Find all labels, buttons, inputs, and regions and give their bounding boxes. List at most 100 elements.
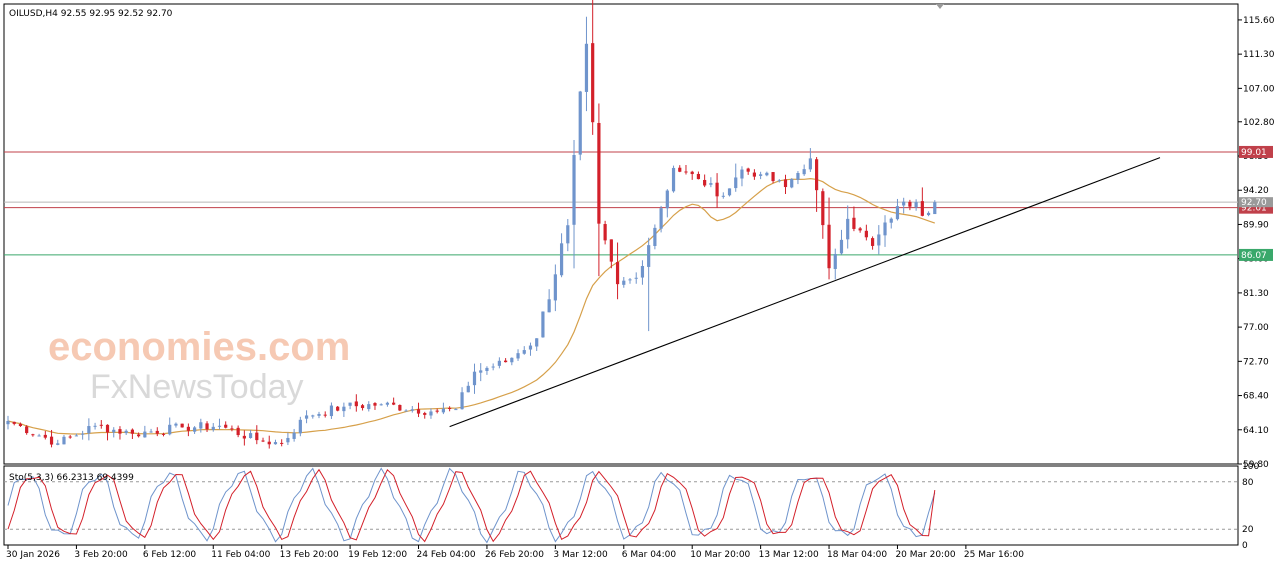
watermark-economies: economies.com: [48, 325, 350, 369]
chart-shift-marker[interactable]: [936, 4, 944, 9]
candle-body: [37, 435, 41, 437]
candle-body: [752, 172, 756, 177]
price-level-label: 86.07: [1241, 251, 1267, 261]
candle-body: [348, 402, 352, 406]
candle-body: [609, 239, 613, 262]
candle-body: [304, 415, 309, 419]
candle-body: [870, 238, 875, 246]
candle-body: [248, 433, 253, 439]
candle-body: [553, 274, 557, 301]
candle-body: [727, 188, 732, 196]
candle-body: [839, 239, 844, 254]
y-tick-label: 72.70: [1243, 357, 1269, 367]
candle-body: [25, 426, 29, 434]
candle-body: [267, 441, 271, 445]
candle-body: [815, 159, 819, 191]
candle-body: [354, 401, 358, 407]
stochastic-panel-frame: [3, 465, 1239, 546]
candle-body: [416, 409, 421, 414]
x-tick-label: 20 Mar 20:00: [895, 550, 955, 560]
candle-body: [759, 174, 763, 176]
candle-body: [790, 179, 794, 188]
candle-body: [516, 353, 520, 359]
x-tick-label: 6 Mar 04:00: [622, 550, 677, 560]
candle-body: [653, 227, 657, 246]
candle-body: [796, 173, 800, 180]
candle-body: [715, 182, 719, 197]
candle-body: [908, 201, 912, 207]
candle-body: [242, 435, 246, 439]
candle-body: [31, 434, 35, 436]
candle-body: [858, 228, 862, 231]
candle-body: [647, 245, 651, 267]
candle-body: [827, 224, 831, 269]
trendline: [449, 157, 1161, 428]
candle-body: [18, 423, 23, 427]
candle-body: [497, 360, 501, 366]
candle-body: [678, 167, 682, 172]
candle-body: [771, 172, 775, 182]
candle-body: [504, 360, 508, 363]
candle-body: [49, 436, 54, 445]
candle-body: [510, 357, 514, 363]
candle-body: [466, 385, 470, 393]
stochastic-signal-line: [7, 468, 936, 543]
candle-body: [895, 206, 900, 220]
candle-body: [255, 432, 259, 441]
candle-body: [87, 426, 91, 434]
candle-body: [317, 413, 321, 416]
candle-body: [360, 405, 365, 409]
candle-body: [703, 179, 707, 186]
candle-body: [298, 419, 302, 434]
candle-body: [578, 91, 582, 155]
candle-body: [329, 405, 334, 417]
candle-body: [889, 218, 893, 223]
candle-body: [671, 167, 676, 192]
candle-body: [877, 234, 881, 246]
price-level-tag: [1239, 248, 1273, 261]
price-level-label: 92.01: [1241, 204, 1267, 214]
current-price-tag: [1239, 197, 1273, 208]
stochastic-tick-label: 80: [1242, 478, 1254, 488]
candlestick-series: [6, 0, 937, 449]
candle-body: [286, 437, 290, 443]
candle-body: [684, 171, 688, 173]
candle-body: [603, 224, 607, 241]
y-tick-label: 81.30: [1243, 289, 1269, 299]
candle-body: [62, 436, 66, 445]
candle-body: [883, 222, 887, 236]
x-tick-label: 10 Mar 20:00: [690, 550, 750, 560]
candle-body: [105, 424, 110, 433]
stochastic-info: Sto(5,3,3) 66.2313 69.4399: [9, 473, 134, 483]
candle-body: [99, 424, 103, 426]
candle-body: [559, 243, 564, 276]
x-tick-label: 3 Mar 12:00: [553, 550, 608, 560]
candle-body: [622, 280, 626, 285]
candle-body: [280, 442, 284, 444]
candle-body: [56, 443, 60, 445]
stochastic-tick-label: 0: [1242, 541, 1248, 551]
candle-body: [615, 262, 620, 285]
stochastic-main-line: [7, 467, 936, 544]
candle-body: [846, 218, 850, 240]
x-tick-label: 6 Feb 12:00: [143, 550, 197, 560]
x-tick-label: 11 Feb 04:00: [211, 550, 270, 560]
candle-body: [385, 402, 390, 405]
candle-body: [472, 371, 477, 386]
price-level-label: 99.01: [1241, 148, 1267, 158]
candle-body: [193, 427, 197, 432]
candle-body: [852, 217, 856, 229]
candle-body: [491, 366, 495, 368]
candle-body: [93, 425, 97, 427]
candle-body: [460, 392, 464, 410]
candle-body: [74, 435, 79, 437]
candle-body: [205, 423, 209, 430]
candle-body: [410, 409, 414, 411]
candle-body: [783, 179, 788, 188]
x-tick-label: 26 Feb 20:00: [485, 550, 544, 560]
candle-body: [112, 429, 116, 433]
symbol-info: OILUSD,H4 92.55 92.95 92.52 92.70: [9, 9, 173, 19]
candle-body: [261, 440, 265, 442]
candle-body: [665, 190, 669, 209]
